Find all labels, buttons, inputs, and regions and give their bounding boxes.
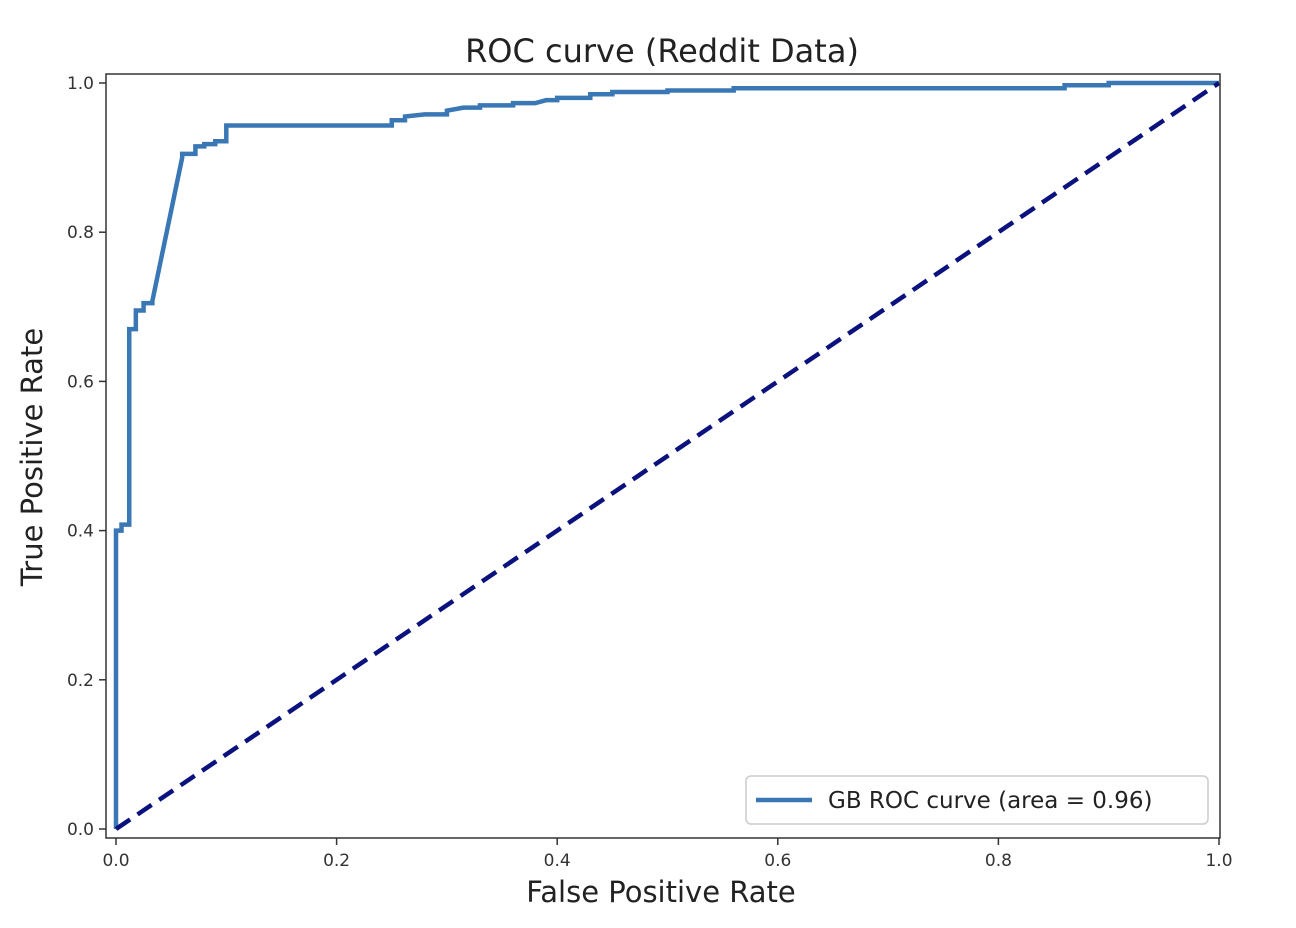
y-tick-label: 1.0 — [67, 74, 94, 94]
x-tick-label: 0.4 — [544, 851, 571, 871]
gb-roc-curve-line — [113, 80, 1219, 829]
plot-area — [113, 80, 1221, 831]
x-tick-label: 0.2 — [323, 851, 350, 871]
y-tick-label: 0.0 — [67, 820, 94, 840]
chart-title: ROC curve (Reddit Data) — [465, 32, 859, 70]
y-tick-label: 0.6 — [67, 372, 94, 392]
legend-label-gb-roc: GB ROC curve (area = 0.96) — [828, 788, 1152, 814]
x-tick-label: 0.8 — [985, 851, 1012, 871]
y-axis-label: True Positive Rate — [15, 328, 49, 587]
reference-diagonal-line — [114, 81, 1221, 831]
legend-box — [745, 775, 1209, 825]
plot-frame — [105, 73, 1221, 839]
y-axis: 0.0 0.2 0.4 0.6 0.8 1.0 — [67, 74, 106, 840]
x-tick-label: 1.0 — [1205, 851, 1232, 871]
x-axis-label: False Positive Rate — [526, 875, 796, 909]
legend: GB ROC curve (area = 0.96) — [745, 775, 1209, 825]
y-tick-label: 0.8 — [67, 223, 94, 243]
x-tick-label: 0.6 — [764, 851, 791, 871]
x-tick-label: 0.0 — [102, 851, 129, 871]
y-tick-label: 0.4 — [67, 522, 94, 542]
y-tick-label: 0.2 — [67, 671, 94, 691]
x-axis: 0.0 0.2 0.4 0.6 0.8 1.0 — [102, 838, 1233, 871]
